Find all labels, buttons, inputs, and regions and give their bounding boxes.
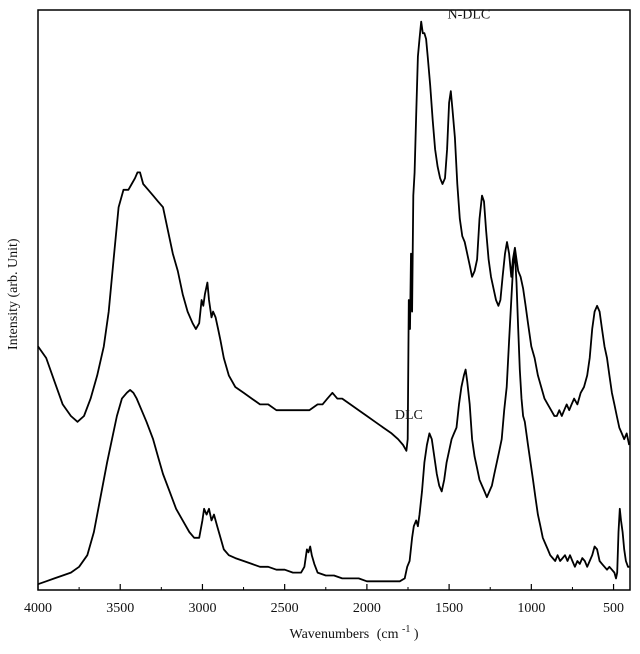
x-tick-label: 1000 (517, 601, 545, 616)
series-group: N-DLC DLC (37, 8, 631, 586)
series-label-dlc: DLC (395, 408, 423, 423)
x-tick-label: 1500 (435, 601, 463, 616)
x-tick-label: 4000 (24, 601, 52, 616)
x-axis-label: Wavenumbers (cm -1 ) (289, 621, 418, 642)
series-label-n-dlc: N-DLC (447, 8, 490, 23)
x-axis-label-main: Wavenumbers (289, 627, 369, 642)
y-axis-label: Intensity (arb. Unit) (6, 238, 21, 350)
plot-frame (37, 9, 631, 591)
x-tick-label: 3500 (106, 601, 134, 616)
x-tick-label: 2500 (271, 601, 299, 616)
x-axis-label-unit: (cm (377, 627, 399, 642)
x-tick-label: 500 (603, 601, 624, 616)
x-tick-label: 2000 (353, 601, 381, 616)
x-tick-label: 3000 (188, 601, 216, 616)
x-axis-ticks: 4000 3500 3000 2500 2000 1500 1000 500 (24, 584, 624, 616)
series-line-n-dlc (37, 20, 631, 452)
series-line-dlc (37, 252, 630, 586)
x-axis-label-unit-sup: -1 (402, 624, 410, 635)
x-axis-label-unit-close: ) (414, 627, 419, 642)
